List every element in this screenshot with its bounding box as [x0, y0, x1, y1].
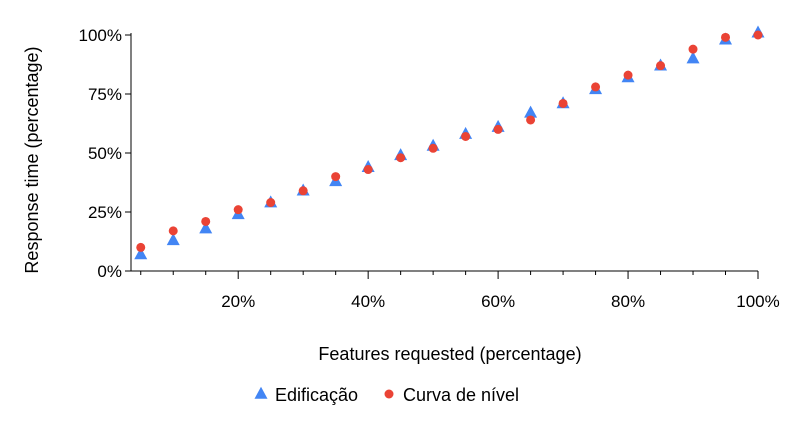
curva-de-nivel-point — [331, 172, 341, 182]
y-tick-label: 100% — [79, 26, 122, 45]
curva-de-nivel-point — [396, 153, 406, 163]
x-tick-label: 40% — [351, 292, 385, 311]
curva-de-nivel-point — [201, 216, 211, 226]
legend-label-curva-de-nivel: Curva de nível — [403, 385, 519, 405]
curva-de-nivel-point — [493, 124, 503, 134]
x-tick-label: 100% — [736, 292, 779, 311]
edificacao-point — [199, 221, 213, 234]
y-tick-label: 25% — [88, 203, 122, 222]
x-tick-label: 60% — [481, 292, 515, 311]
edificacao-point — [166, 233, 180, 246]
axes: 0% 25% 50% 75% 100% 20% 40% 60% 80% 100% — [79, 26, 780, 311]
y-tick-label: 50% — [88, 144, 122, 163]
curva-de-nivel-point — [591, 82, 601, 92]
curva-de-nivel-point — [461, 131, 471, 141]
x-tick-label: 80% — [611, 292, 645, 311]
edificacao-point — [254, 386, 268, 399]
curva-de-nivel-point — [363, 165, 373, 175]
x-tick-label: 20% — [221, 292, 255, 311]
curva-de-nivel-point — [233, 205, 243, 215]
legend: Edificação Curva de nível — [254, 385, 519, 405]
curva-de-nivel-point — [688, 44, 698, 54]
curva-de-nivel-point — [623, 70, 633, 80]
curva-de-nivel-point — [266, 198, 276, 208]
edificacao-point — [134, 247, 148, 260]
x-axis-label: Features requested (percentage) — [318, 344, 581, 364]
curva-de-nivel-point — [656, 61, 666, 71]
curva-de-nivel-point — [136, 242, 146, 252]
y-tick-label: 75% — [88, 85, 122, 104]
edificacao-point — [524, 105, 538, 118]
curva-de-nivel-point — [298, 186, 308, 196]
curva-de-nivel-point — [721, 32, 731, 42]
curva-de-nivel-point — [168, 226, 178, 236]
curva-de-nivel-point — [753, 30, 763, 40]
curva-de-nivel-point — [526, 115, 536, 125]
y-axis-label: Response time (percentage) — [22, 46, 42, 273]
curva-de-nivel-point — [558, 98, 568, 108]
legend-label-edificacao: Edificação — [275, 385, 358, 405]
y-tick-label: 0% — [97, 262, 122, 281]
edificacao-point — [686, 51, 700, 64]
data-points — [134, 25, 765, 260]
curva-de-nivel-point — [384, 389, 394, 399]
curva-de-nivel-point — [428, 143, 438, 153]
